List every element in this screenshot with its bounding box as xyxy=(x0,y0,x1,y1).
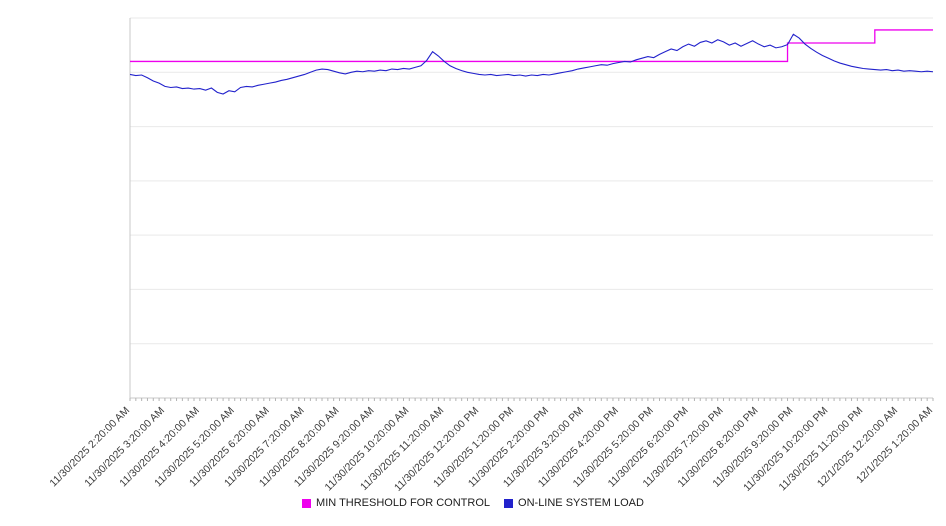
series-line-system-load xyxy=(129,33,934,95)
legend-swatch-system-load-icon xyxy=(504,498,514,508)
legend-label-min-threshold: MIN THRESHOLD FOR CONTROL xyxy=(316,497,491,509)
chart-legend: MIN THRESHOLD FOR CONTROL ON-LINE SYSTEM… xyxy=(0,497,946,509)
series-line-min-threshold xyxy=(130,29,933,63)
legend-item-min-threshold[interactable]: MIN THRESHOLD FOR CONTROL xyxy=(302,497,490,509)
legend-item-system-load[interactable]: ON-LINE SYSTEM LOAD xyxy=(504,497,644,509)
legend-swatch-min-threshold-icon xyxy=(302,498,312,508)
legend-label-system-load: ON-LINE SYSTEM LOAD xyxy=(518,497,644,509)
